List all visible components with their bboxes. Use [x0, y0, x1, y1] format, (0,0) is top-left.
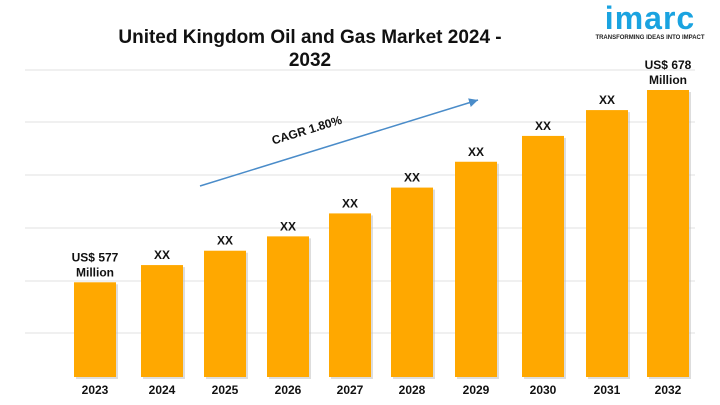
data-label: XX — [342, 196, 358, 210]
data-label: XX — [280, 219, 296, 233]
bar-2024 — [141, 265, 183, 377]
logo-tagline: TRANSFORMING IDEAS INTO IMPACT — [595, 35, 705, 41]
x-tick-label: 2023 — [82, 383, 109, 397]
bar-2025 — [204, 250, 246, 377]
cagr-label: CAGR 1.80% — [270, 113, 344, 148]
bar-2027 — [329, 213, 371, 377]
bar-2023 — [74, 282, 116, 377]
chart-title: United Kingdom Oil and Gas Market 2024 -… — [118, 27, 502, 71]
data-label: Million — [649, 73, 687, 87]
bar-2030 — [522, 135, 564, 377]
x-tick-label: 2031 — [594, 383, 621, 397]
data-label: Million — [76, 265, 114, 279]
x-tick-label: 2028 — [399, 383, 426, 397]
x-tick-label: 2032 — [655, 383, 682, 397]
bar-2031 — [586, 110, 628, 377]
cagr-arrow — [199, 98, 479, 187]
data-label: XX — [217, 234, 233, 248]
bar-2026 — [267, 236, 309, 377]
bar-2032 — [647, 90, 689, 377]
imarc-logo: imarc TRANSFORMING IDEAS INTO IMPACT — [588, 2, 712, 42]
x-tick-label: 2026 — [275, 383, 302, 397]
x-tick-label: 2029 — [463, 383, 490, 397]
x-tick-label: 2024 — [149, 383, 176, 397]
x-tick-label: 2025 — [212, 383, 239, 397]
bar-2028 — [391, 187, 433, 377]
data-label: XX — [404, 171, 420, 185]
bar-2029 — [455, 161, 497, 377]
data-label: XX — [599, 93, 615, 107]
x-tick-label: 2030 — [530, 383, 557, 397]
data-label: XX — [535, 119, 551, 133]
data-label: XX — [468, 145, 484, 159]
data-label: XX — [154, 248, 170, 262]
x-tick-label: 2027 — [337, 383, 364, 397]
data-label: US$ 577 — [72, 250, 119, 264]
data-label: US$ 678 — [645, 58, 692, 72]
logo-word: imarc — [604, 0, 696, 36]
